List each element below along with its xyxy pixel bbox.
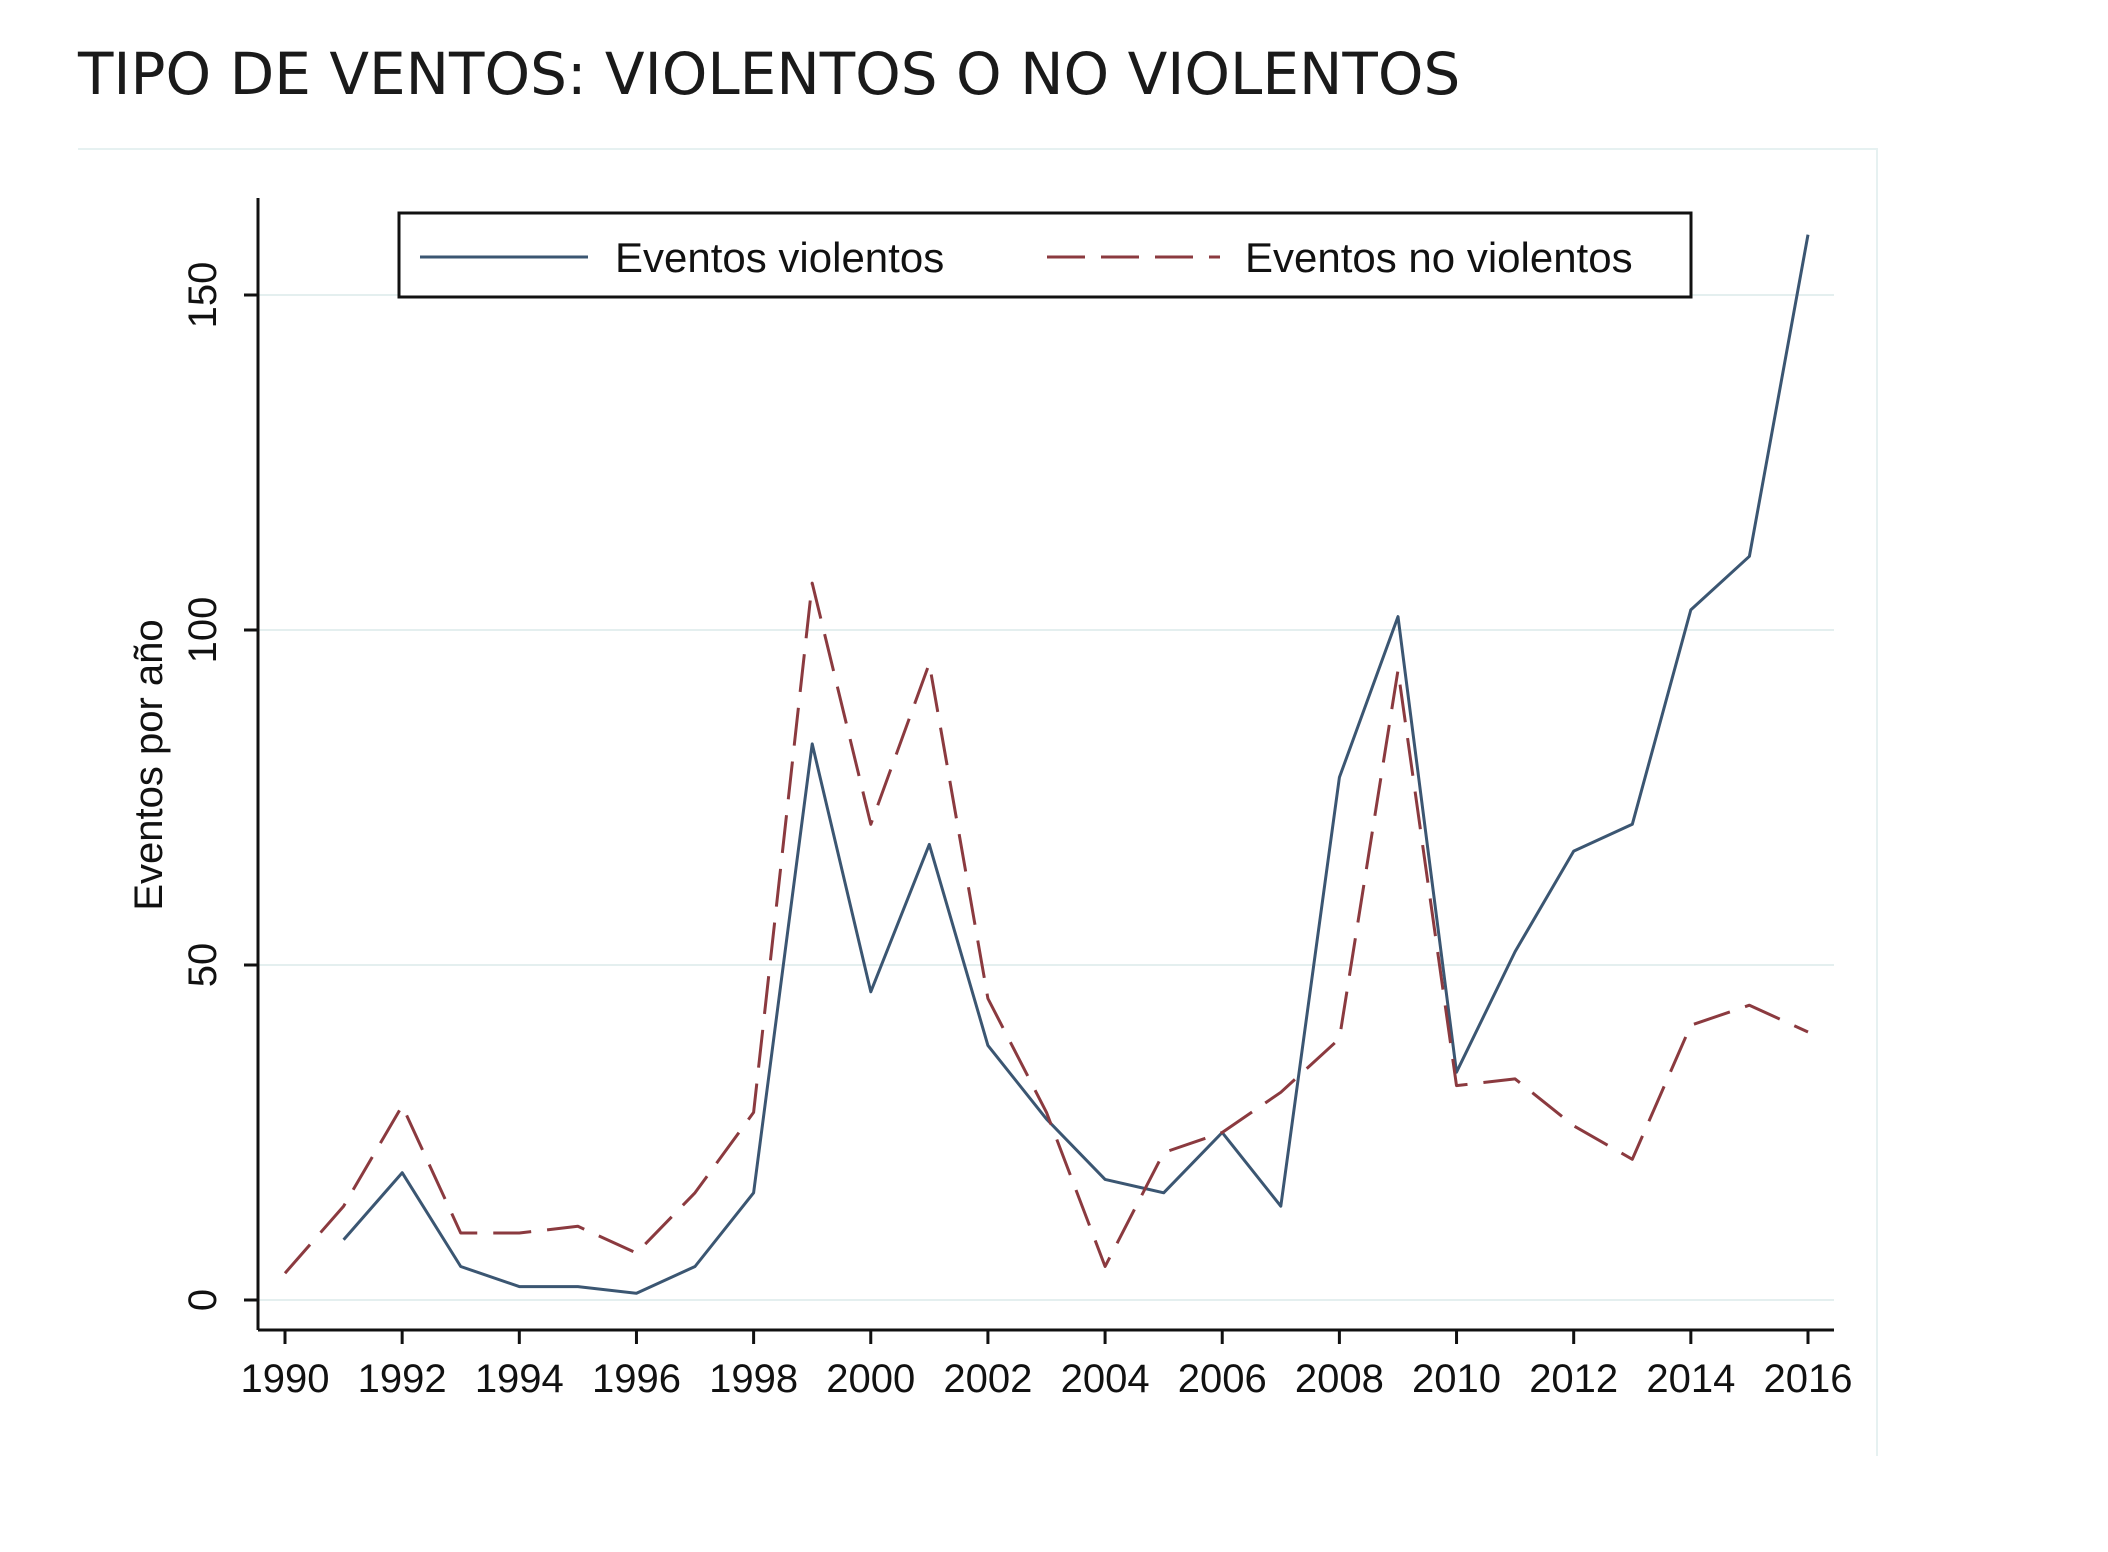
y-tick-label: 50	[181, 943, 225, 988]
grid-lines	[258, 294, 1834, 1301]
x-tick-label: 1996	[592, 1357, 681, 1401]
x-tick-label: 1990	[241, 1357, 330, 1401]
y-axis-title: Eventos por año	[127, 619, 171, 910]
x-tick-labels: 1990 1992 1994 1996 1998 2000 2002 2004 2006 2008…	[241, 1330, 1853, 1401]
legend-label-eventos-no-violentos: Eventos no violentos	[1245, 234, 1633, 281]
series-line-eventos-violentos	[342, 234, 1810, 1295]
x-tick-label: 2012	[1529, 1357, 1618, 1401]
y-tick-label: 150	[181, 262, 225, 329]
axes	[256, 198, 1834, 1332]
chart-panel	[78, 148, 1878, 1456]
legend-label-eventos-violentos: Eventos violentos	[615, 234, 944, 281]
legend-box	[397, 211, 1693, 299]
x-tick-label: 1992	[358, 1357, 447, 1401]
x-tick-label: 2004	[1061, 1357, 1150, 1401]
x-tick-label: 1994	[475, 1357, 564, 1401]
x-tick-label: 2008	[1295, 1357, 1384, 1401]
x-tick-label: 2014	[1646, 1357, 1735, 1401]
x-tick-label: 2016	[1764, 1357, 1853, 1401]
legend: Eventos violentos Eventos no violentos	[397, 211, 1693, 299]
x-tick-label: 1998	[709, 1357, 798, 1401]
x-tick-label: 2000	[826, 1357, 915, 1401]
y-tick-label: 0	[181, 1289, 225, 1311]
slide-title: TIPO DE VENTOS: VIOLENTOS O NO VIOLENTOS	[78, 40, 1461, 108]
y-tick-labels: 0 50 100 150	[181, 262, 258, 1311]
x-tick-label: 2002	[943, 1357, 1032, 1401]
y-tick-label: 100	[181, 597, 225, 664]
x-tick-label: 2010	[1412, 1357, 1501, 1401]
x-tick-label: 2006	[1178, 1357, 1267, 1401]
series-lines	[283, 234, 1810, 1295]
series-line-eventos-no-violentos	[283, 581, 1809, 1275]
